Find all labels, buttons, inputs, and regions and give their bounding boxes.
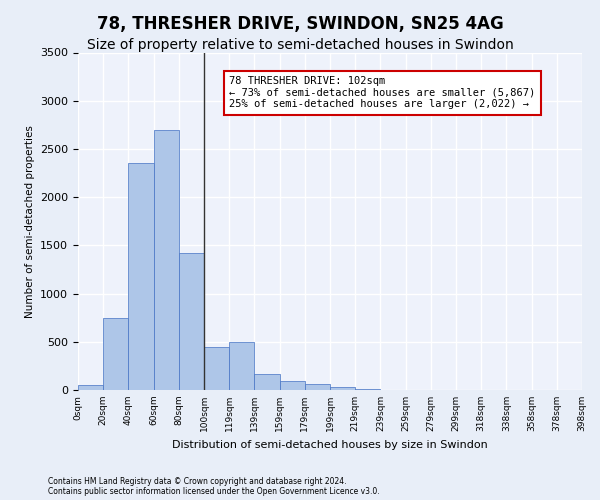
Bar: [330, 387, 355, 390]
Bar: [355, 389, 380, 390]
Bar: [154, 130, 179, 390]
Y-axis label: Number of semi-detached properties: Number of semi-detached properties: [25, 125, 35, 318]
Text: Size of property relative to semi-detached houses in Swindon: Size of property relative to semi-detach…: [86, 38, 514, 52]
Bar: [280, 382, 305, 390]
Bar: [204, 346, 229, 390]
Bar: [179, 253, 204, 390]
Bar: [305, 384, 330, 390]
Text: 78, THRESHER DRIVE, SWINDON, SN25 4AG: 78, THRESHER DRIVE, SWINDON, SN25 4AG: [97, 15, 503, 33]
Bar: [229, 342, 254, 390]
Bar: [103, 318, 128, 390]
Bar: [254, 374, 280, 390]
X-axis label: Distribution of semi-detached houses by size in Swindon: Distribution of semi-detached houses by …: [172, 440, 488, 450]
Text: Contains HM Land Registry data © Crown copyright and database right 2024.: Contains HM Land Registry data © Crown c…: [48, 478, 347, 486]
Bar: [78, 385, 103, 390]
Text: 78 THRESHER DRIVE: 102sqm
← 73% of semi-detached houses are smaller (5,867)
25% : 78 THRESHER DRIVE: 102sqm ← 73% of semi-…: [229, 76, 535, 110]
Text: Contains public sector information licensed under the Open Government Licence v3: Contains public sector information licen…: [48, 488, 380, 496]
Bar: [128, 164, 154, 390]
